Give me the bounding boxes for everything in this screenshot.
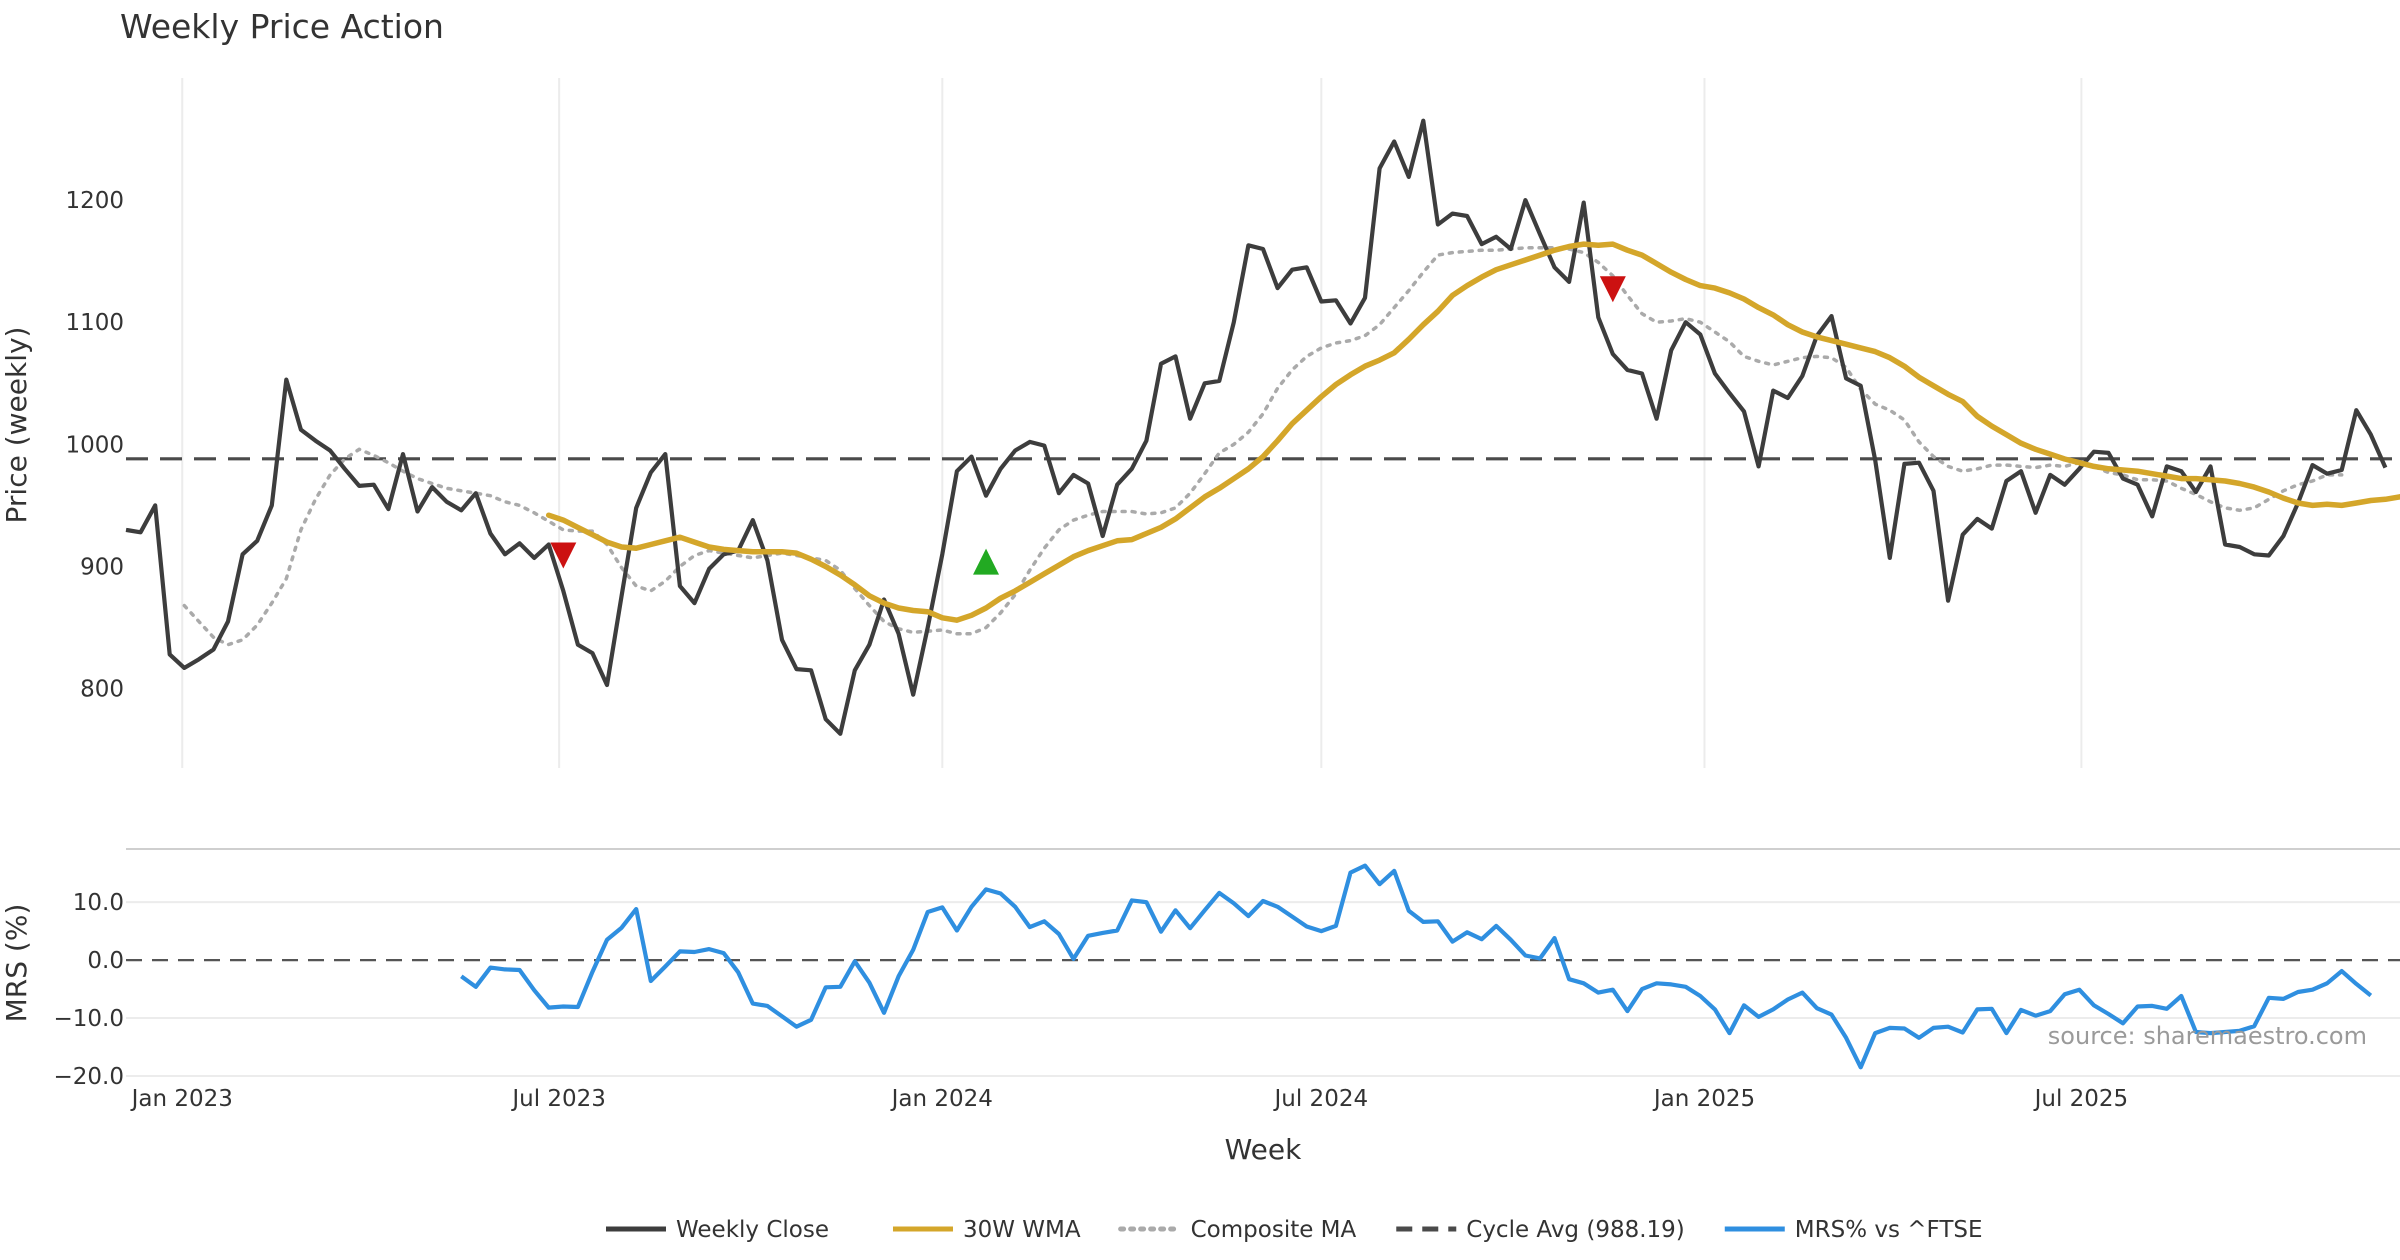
legend-label: 30W WMA — [963, 1217, 1081, 1243]
mrs-line — [460, 863, 2373, 1070]
mrs-y-tick-label: −10.0 — [54, 1006, 124, 1032]
price-y-tick-label: 1100 — [65, 310, 124, 336]
sell-signal-marker — [1599, 276, 1626, 303]
x-tick-label: Jul 2025 — [2033, 1086, 2129, 1112]
x-tick-label: Jul 2023 — [510, 1086, 606, 1112]
mrs-y-tick-label: 10.0 — [73, 890, 124, 916]
mrs-panel — [126, 863, 2400, 1070]
buy-signal-marker — [973, 548, 1000, 575]
x-tick-label: Jul 2024 — [1273, 1086, 1369, 1112]
price-y-axis-label: Price (weekly) — [0, 327, 33, 524]
legend-label: Composite MA — [1191, 1217, 1357, 1243]
weekly-close-line — [125, 118, 2388, 736]
composite-ma-line — [182, 246, 2344, 647]
mrs-y-tick-label: 0.0 — [87, 948, 124, 974]
x-tick-label: Jan 2025 — [1652, 1086, 1755, 1112]
x-tick-label: Jan 2024 — [890, 1086, 993, 1112]
source-credit: source: sharemaestro.com — [2048, 1022, 2367, 1050]
chart-title: Weekly Price Action — [120, 7, 444, 46]
30w-wma-line — [545, 241, 2400, 623]
gridlines — [126, 78, 2400, 1077]
price-panel — [125, 118, 2400, 736]
legend: Weekly Close 30W WMA Composite MA Cycle Avg… — [606, 1217, 1983, 1243]
mrs-y-axis-label: MRS (%) — [0, 904, 33, 1023]
price-y-tick-label: 1000 — [65, 432, 124, 458]
x-tick-label: Jan 2023 — [130, 1086, 233, 1112]
mrs-y-tick-label: −20.0 — [54, 1064, 124, 1090]
sell-signal-marker — [550, 542, 577, 569]
price-y-tick-label: 800 — [80, 677, 124, 703]
axis-ticks: Jan 2023 Jul 2023 Jan 2024 Jul 2024 Jan 2025… — [54, 188, 2129, 1112]
price-y-tick-label: 900 — [80, 554, 124, 580]
legend-label: Weekly Close — [676, 1217, 829, 1243]
legend-label: MRS% vs ^FTSE — [1795, 1217, 1983, 1243]
x-axis-label: Week — [1225, 1133, 1302, 1166]
legend-label: Cycle Avg (988.19) — [1466, 1217, 1685, 1243]
price-y-tick-label: 1200 — [65, 188, 124, 214]
